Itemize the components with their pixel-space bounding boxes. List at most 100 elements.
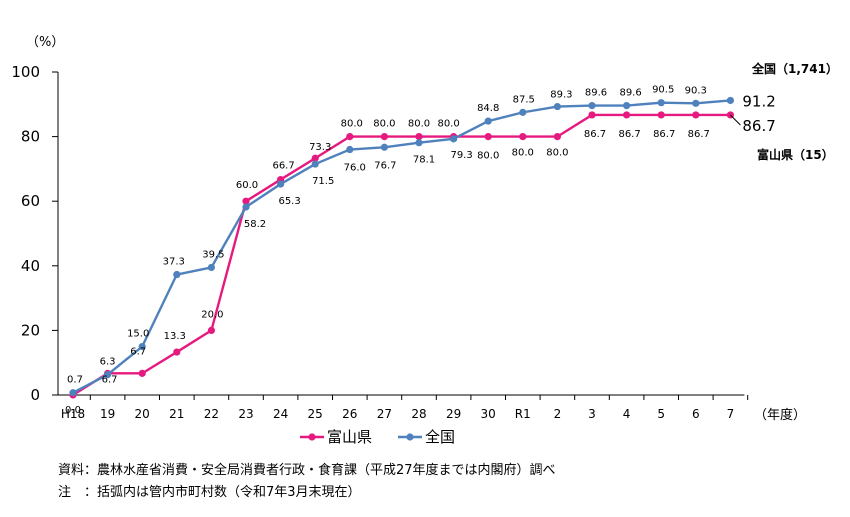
data-label: 87.5 xyxy=(513,94,535,105)
data-label: 20.0 xyxy=(201,309,223,320)
data-labels: 0.0 6.7 6.7 13.3 20.0 60.0 66.7 73.3 80.0 80.0 80.… xyxy=(65,61,838,416)
x-tick-label: 5 xyxy=(657,407,665,421)
data-label: 78.1 xyxy=(413,155,435,166)
data-point xyxy=(657,111,665,119)
x-tick-label: 2 xyxy=(554,407,562,421)
x-tick-label: 29 xyxy=(446,407,461,421)
x-tick-label: 26 xyxy=(342,407,357,421)
data-point xyxy=(415,139,423,147)
x-tick-label: R1 xyxy=(515,407,531,421)
data-label: 86.7 xyxy=(653,129,675,140)
data-point xyxy=(311,154,319,162)
data-point xyxy=(277,180,285,188)
data-label: 0.7 xyxy=(67,375,83,386)
data-point xyxy=(173,270,181,279)
legend-swatch-marker xyxy=(406,433,414,441)
data-point xyxy=(346,145,354,154)
data-label: 80.0 xyxy=(437,119,459,130)
data-label: 90.5 xyxy=(652,85,674,96)
data-point xyxy=(726,96,735,105)
y-tick-label: 40 xyxy=(21,257,40,275)
data-point xyxy=(380,143,388,151)
data-label: 6.7 xyxy=(102,374,118,385)
data-label: 6.3 xyxy=(100,357,116,368)
data-point xyxy=(450,135,458,143)
data-point xyxy=(519,133,527,141)
series-line xyxy=(72,113,731,397)
footnote: 注 ：括弧内は管内市町村数（令和7年3月末現在） xyxy=(58,485,361,500)
series-layer xyxy=(69,96,735,399)
x-tick-label: 23 xyxy=(238,407,253,421)
data-label: 65.3 xyxy=(278,196,300,207)
data-label: 89.3 xyxy=(550,90,572,101)
data-label: 86.7 xyxy=(584,129,606,140)
x-axis-unit: （年度） xyxy=(754,407,806,423)
data-label: 90.3 xyxy=(685,85,707,96)
data-label: 80.0 xyxy=(477,151,499,162)
data-label: 76.0 xyxy=(344,163,366,174)
x-tick-label: 24 xyxy=(273,407,288,421)
data-label: 86.7 xyxy=(618,129,640,140)
y-tick-label: 100 xyxy=(11,63,40,81)
y-tick-label: 20 xyxy=(21,321,40,339)
data-label: 80.0 xyxy=(341,119,363,130)
data-label: 76.7 xyxy=(374,160,396,171)
data-label: 86.7 xyxy=(688,129,710,140)
data-point xyxy=(692,111,700,119)
data-label: 60.0 xyxy=(236,180,258,191)
data-point xyxy=(207,263,215,272)
data-label: 89.6 xyxy=(619,88,641,99)
x-tick-label: 28 xyxy=(411,407,426,421)
legend-item: 富山県 xyxy=(300,428,372,446)
data-label: 58.2 xyxy=(244,219,266,230)
data-point xyxy=(415,133,423,141)
x-tick-label: 30 xyxy=(481,407,496,421)
x-tick-label: 25 xyxy=(308,407,323,421)
data-point xyxy=(623,101,631,110)
data-label: 37.3 xyxy=(163,257,185,268)
data-label: 6.7 xyxy=(130,346,146,357)
x-tick-label: 20 xyxy=(135,407,150,421)
data-point xyxy=(242,203,250,211)
x-tick-label: 22 xyxy=(204,407,219,421)
end-value-label: 86.7 xyxy=(742,117,775,135)
data-label: 79.3 xyxy=(450,150,472,161)
data-label: 13.3 xyxy=(164,331,186,342)
data-label: 80.0 xyxy=(546,148,568,159)
data-point xyxy=(207,326,215,334)
data-label: 80.0 xyxy=(373,119,395,130)
data-point xyxy=(657,99,665,107)
data-label: 66.7 xyxy=(272,161,294,172)
data-label: 39.5 xyxy=(202,249,224,260)
data-point xyxy=(588,111,596,119)
y-tick-label: 60 xyxy=(21,192,40,210)
x-tick-label: H18 xyxy=(61,407,85,421)
y-tick-label: 0 xyxy=(30,386,40,404)
x-tick-label: 7 xyxy=(727,407,735,421)
data-label: 71.5 xyxy=(312,176,334,187)
data-point xyxy=(553,133,562,141)
legend-swatch-marker xyxy=(308,433,316,441)
y-tick-label: 80 xyxy=(21,128,40,146)
x-tick-label: 3 xyxy=(588,407,596,421)
y-axis-unit: （%） xyxy=(26,35,64,50)
data-label: 89.6 xyxy=(585,88,607,99)
legend: 富山県 全国 xyxy=(300,428,455,446)
x-tick-label: 21 xyxy=(169,407,184,421)
data-point xyxy=(173,348,181,356)
data-point xyxy=(484,133,492,141)
data-point xyxy=(588,101,596,110)
data-point xyxy=(138,342,146,351)
data-label: 0.0 xyxy=(65,405,81,416)
data-point xyxy=(623,111,631,119)
data-point xyxy=(484,117,492,125)
x-tick-label: 6 xyxy=(692,407,700,421)
data-point xyxy=(553,102,562,111)
data-point xyxy=(346,133,354,141)
data-point xyxy=(519,108,527,116)
data-point xyxy=(692,99,700,107)
data-point xyxy=(138,369,146,377)
source-note: 資料：農林水産省消費・安全局消費者行政・食育課（平成27年度までは内閣府）調べ xyxy=(58,463,556,478)
data-label: 80.0 xyxy=(408,119,430,130)
